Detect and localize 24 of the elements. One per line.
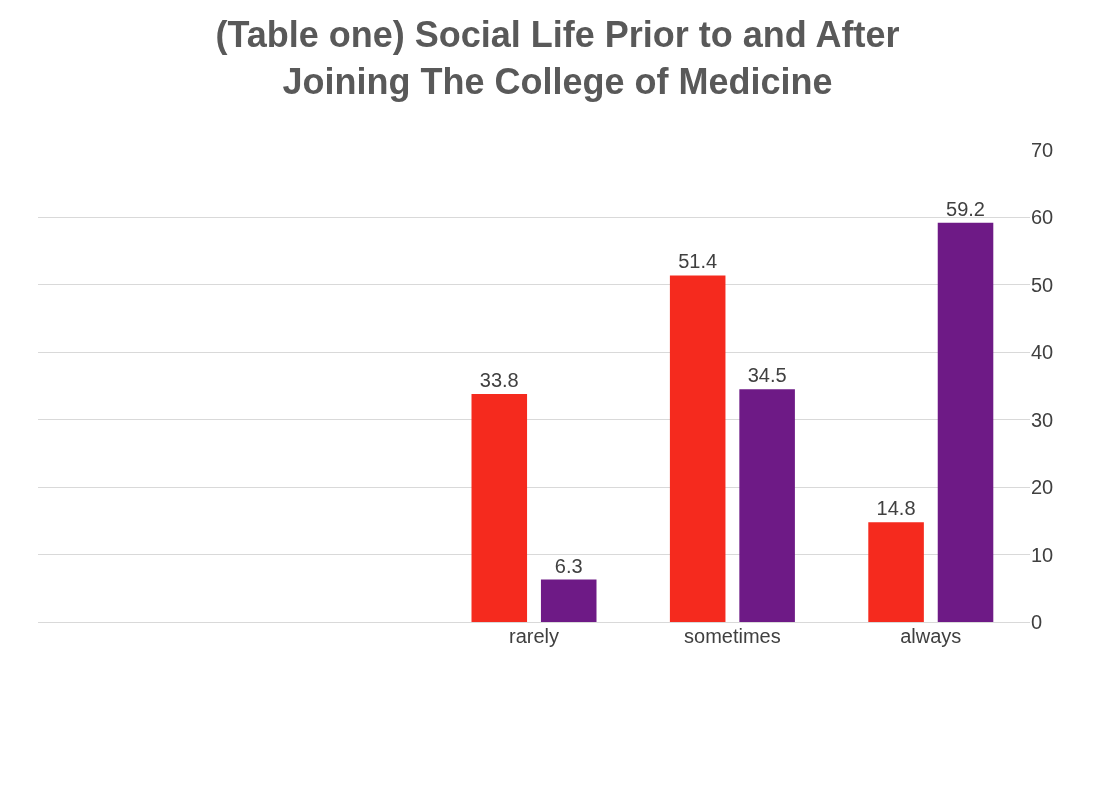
bar xyxy=(540,579,597,622)
data-label: 59.2 xyxy=(946,197,985,220)
x-tick-label: rarely xyxy=(508,625,560,647)
bar xyxy=(937,222,994,622)
y-tick-label: 70 xyxy=(1031,139,1054,161)
data-label: 34.5 xyxy=(747,364,787,387)
data-label: 51.4 xyxy=(678,250,718,273)
bar xyxy=(868,522,924,622)
y-tick-label: 20 xyxy=(1031,476,1054,499)
bar xyxy=(471,394,528,622)
y-tick-label: 30 xyxy=(1031,408,1054,431)
data-label: 14.8 xyxy=(876,497,916,520)
y-tick-label: 40 xyxy=(1031,341,1054,364)
chart-title: (Table one) Social Life Prior to and After Joining The College of Medicine xyxy=(215,14,900,103)
x-tick-label: sometimes xyxy=(684,625,781,647)
x-tick-label: always xyxy=(900,625,962,647)
data-label: 33.8 xyxy=(479,369,519,392)
y-tick-label: 50 xyxy=(1031,273,1054,296)
bar xyxy=(669,275,726,622)
y-tick-label: 60 xyxy=(1031,206,1054,229)
y-tick-label: 0 xyxy=(1031,611,1043,633)
bar xyxy=(739,389,795,622)
data-label: 6.3 xyxy=(554,554,583,577)
y-tick-label: 10 xyxy=(1031,543,1054,566)
